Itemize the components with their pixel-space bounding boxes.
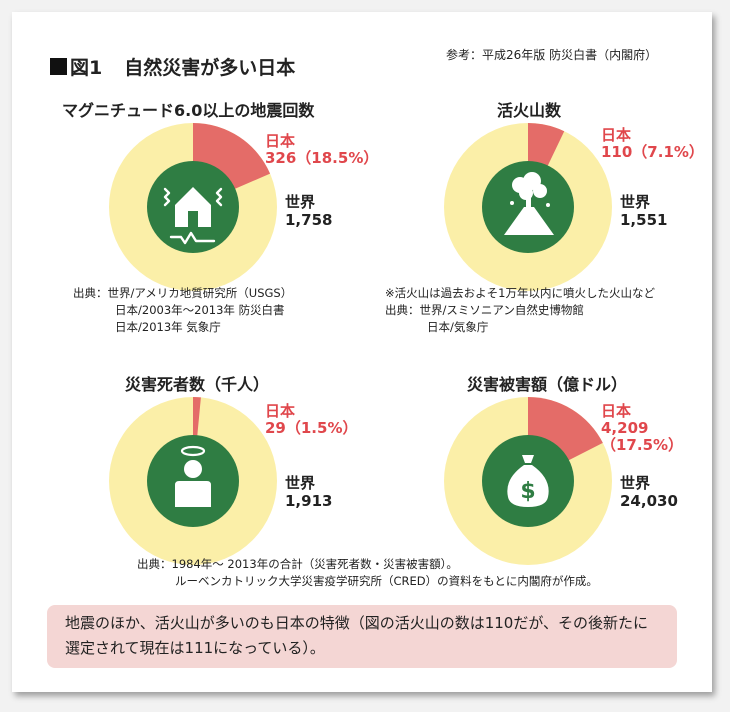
svg-text:$: $ — [520, 479, 535, 504]
world-label-volcano: 世界 1,551 — [620, 193, 667, 229]
world-label: 世界 — [620, 474, 651, 492]
summary-text: 地震のほか、活火山が多いのも日本の特徴（図の活火山の数は110だが、その後新たに… — [65, 614, 649, 657]
world-value: 24,030 — [620, 492, 678, 510]
chart-title-volcano: 活火山数 — [497, 101, 562, 120]
world-label-damage: 世界 24,030 — [620, 474, 678, 510]
figure-title: 図1 自然災害が多い日本 — [50, 53, 295, 80]
japan-value: 326（18.5%） — [265, 149, 379, 167]
world-value: 1,551 — [620, 211, 668, 229]
japan-label-volcano: 日本 110（7.1%） — [601, 127, 704, 161]
japan-label-damage: 日本 4,209 （17.5%） — [601, 403, 683, 454]
note-line: 出典：世界/スミソニアン自然史博物館 — [385, 303, 584, 317]
note-line: ルーベンカトリック大学災害疫学研究所（CRED）の資料をもとに内閣府が作成。 — [175, 574, 598, 588]
world-label-earthquake: 世界 1,758 — [285, 193, 332, 229]
chart-title-earthquake: マグニチュード6.0以上の地震回数 — [62, 101, 315, 120]
pie-chart-deaths — [109, 397, 277, 565]
note-bottom: 出典：1984年～ 2013年の合計（災害死者数・災害被害額）。 ルーベンカトリ… — [137, 556, 598, 590]
house-earthquake-icon — [163, 187, 223, 245]
japan-label: 日本 — [265, 132, 296, 150]
note-line: 出典：1984年～ 2013年の合計（災害死者数・災害被害額）。 — [137, 557, 458, 571]
square-bullet-icon — [50, 58, 67, 75]
japan-value: 29（1.5%） — [265, 419, 358, 437]
money-bag-icon: $ — [507, 455, 549, 507]
world-label: 世界 — [285, 193, 316, 211]
pie-chart-damage: $ — [444, 397, 612, 565]
chart-title-deaths: 災害死者数（千人） — [125, 375, 270, 394]
world-label: 世界 — [620, 193, 651, 211]
summary-box: 地震のほか、活火山が多いのも日本の特徴（図の活火山の数は110だが、その後新たに… — [47, 605, 677, 668]
figure-number: 図1 — [70, 57, 103, 79]
japan-percent: （17.5%） — [601, 436, 684, 454]
japan-label-deaths: 日本 29（1.5%） — [265, 403, 357, 437]
world-label: 世界 — [285, 474, 316, 492]
volcano-icon — [504, 172, 554, 235]
japan-label-earthquake: 日本 326（18.5%） — [265, 133, 378, 167]
world-value: 1,758 — [285, 211, 333, 229]
japan-value: 4,209 — [601, 419, 649, 437]
note-line: 日本/2003年～2013年 防災白書 — [115, 303, 285, 317]
note-line: 出典：世界/アメリカ地質研究所（USGS） — [73, 286, 293, 300]
pie-chart-earthquake — [109, 123, 277, 291]
note-line: 日本/2013年 気象庁 — [115, 320, 221, 334]
figure-source: 参考：平成26年版 防災白書（内閣府） — [446, 48, 658, 62]
note-earthquake: 出典：世界/アメリカ地質研究所（USGS） 日本/2003年～2013年 防災白… — [73, 285, 292, 336]
world-label-deaths: 世界 1,913 — [285, 474, 332, 510]
japan-label: 日本 — [265, 402, 296, 420]
japan-label: 日本 — [601, 402, 632, 420]
deceased-person-icon — [175, 445, 211, 507]
note-volcano: ※活火山は過去およそ1万年以内に噴火した火山など 出典：世界/スミソニアン自然史… — [385, 285, 655, 336]
japan-label: 日本 — [601, 126, 632, 144]
world-value: 1,913 — [285, 492, 333, 510]
figure-card: 図1 自然災害が多い日本 — [12, 12, 712, 692]
note-line: 日本/気象庁 — [427, 320, 489, 334]
chart-title-damage: 災害被害額（億ドル） — [467, 375, 628, 394]
figure-title-text: 自然災害が多い日本 — [124, 57, 296, 79]
pie-chart-volcano — [444, 123, 612, 291]
note-line: ※活火山は過去およそ1万年以内に噴火した火山など — [385, 286, 655, 300]
japan-value: 110（7.1%） — [601, 143, 704, 161]
